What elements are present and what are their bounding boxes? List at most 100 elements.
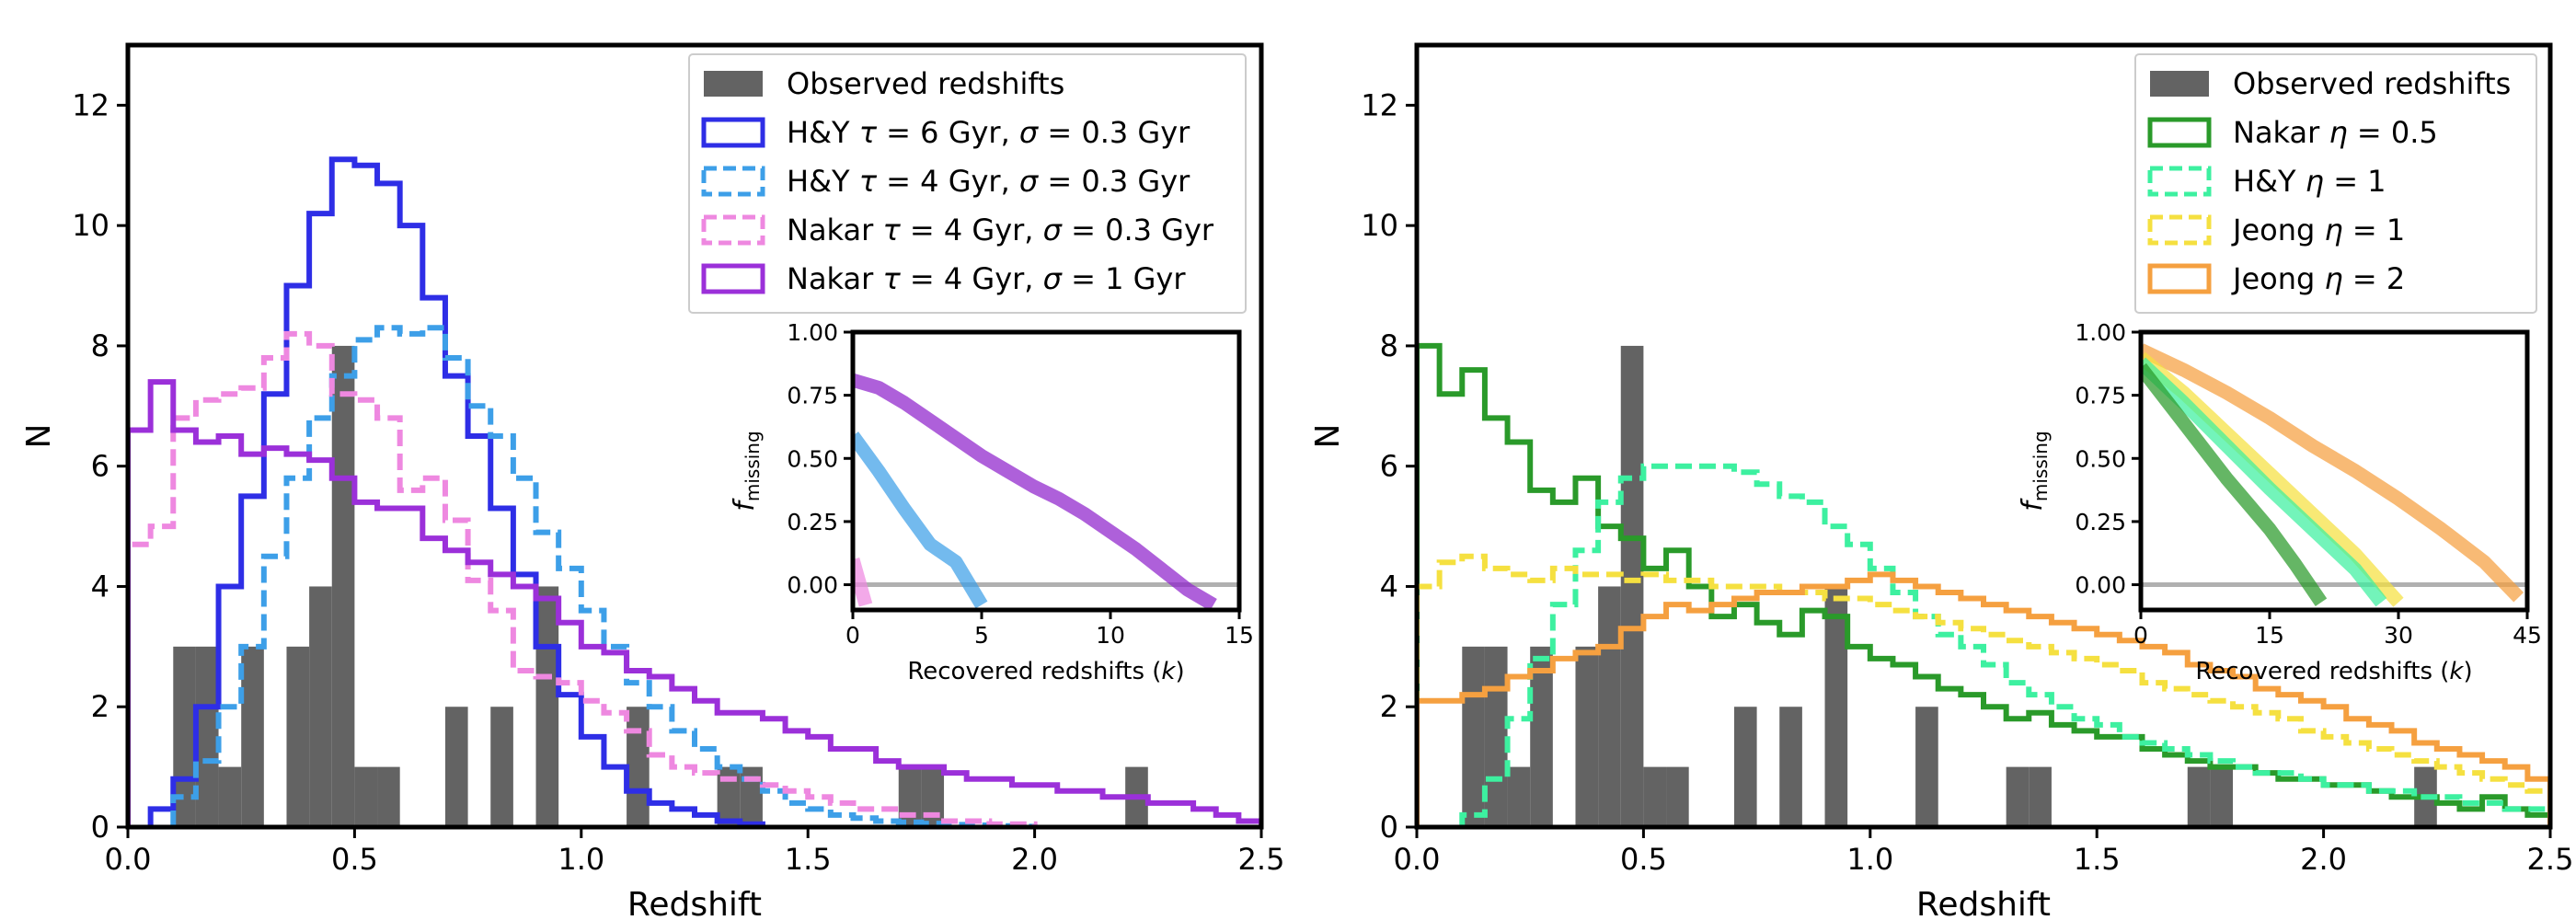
legend-swatch-series-1 — [2147, 117, 2212, 148]
x-tick-label: 2.5 — [1238, 842, 1285, 877]
observed-bar — [1462, 646, 1485, 827]
inset-x-tick-label: 45 — [2513, 622, 2542, 649]
y-tick-label: 6 — [91, 449, 109, 484]
legend-swatch-series-4 — [2147, 263, 2212, 294]
series-line-3 — [1417, 553, 2550, 827]
legend-label-series-1: Nakar η = 0.5 — [2233, 115, 2438, 150]
observed-bar — [1824, 586, 1848, 827]
legend-swatch-observed — [2150, 71, 2209, 97]
chart-panel-left: 0.0 0.5 1.0 1.5 2.0 2.5 0 2 4 6 8 10 12 Redshift N O… — [20, 42, 1285, 920]
legend-label-series-3: Nakar τ = 4 Gyr, σ = 0.3 Gyr — [787, 213, 1214, 247]
inset-plot: 0 15 30 45 0.00 0.25 0.50 0.75 1.00 Recovered re… — [2017, 319, 2542, 685]
observed-bar — [740, 766, 763, 827]
observed-bar — [535, 586, 559, 827]
observed-bar — [218, 766, 242, 827]
x-axis-label: Redshift — [1916, 886, 2051, 920]
legend-label-observed: Observed redshifts — [787, 66, 1064, 101]
series-line-1 — [147, 156, 765, 827]
x-tick-label: 2.0 — [2300, 842, 2347, 877]
inset-x-tick-label: 0 — [2133, 622, 2148, 649]
series-line-2 — [170, 325, 1038, 827]
inset-curve-2 — [853, 431, 988, 609]
inset-curve-3 — [2141, 357, 2387, 607]
inset-y-tick-label: 0.50 — [2075, 445, 2126, 472]
observed-bar — [241, 646, 264, 827]
legend-label-observed: Observed redshifts — [2233, 66, 2511, 101]
y-axis-label: N — [1309, 424, 1347, 449]
legend-swatch-series-2 — [701, 166, 765, 197]
observed-bar — [2006, 766, 2030, 827]
observed-bar — [898, 766, 922, 827]
y-tick-label: 0 — [1380, 810, 1398, 845]
legend: Observed redshifts Nakar η = 0.5 H&Y η =… — [2134, 53, 2537, 314]
observed-bar — [627, 707, 650, 827]
observed-bar — [2187, 766, 2211, 827]
observed-bar — [309, 586, 332, 827]
inset-x-tick-label: 5 — [974, 622, 989, 649]
inset-y-tick-label: 0.75 — [2075, 383, 2126, 409]
observed-bar — [1530, 646, 1553, 827]
inset-y-tick-label: 0.50 — [787, 445, 838, 472]
x-tick-label: 1.0 — [1846, 842, 1893, 877]
chart-panel-right: 0.0 0.5 1.0 1.5 2.0 2.5 0 2 4 6 8 10 12 Redshift N O… — [1309, 42, 2574, 920]
x-tick-label: 1.5 — [785, 842, 832, 877]
inset-curve-2 — [2141, 351, 2404, 607]
observed-bar — [1598, 586, 1621, 827]
inset-x-tick-label: 30 — [2384, 622, 2413, 649]
observed-bar — [195, 646, 219, 827]
inset-x-tick-label: 15 — [2255, 622, 2284, 649]
legend-swatch-series-1 — [701, 117, 765, 148]
legend-swatch-observed — [704, 71, 763, 97]
observed-bar — [331, 345, 355, 827]
inset-curve-4 — [2141, 362, 2328, 606]
inset-y-tick-label: 0.25 — [2075, 509, 2126, 535]
inset-frame — [850, 329, 1242, 613]
inset-curve-1 — [2141, 343, 2524, 603]
observed-bar — [921, 766, 945, 827]
legend-swatch-series-3 — [2147, 214, 2212, 246]
legend-swatch-series-4 — [701, 263, 765, 294]
inset-y-tick-label: 0.00 — [787, 572, 838, 599]
inset-x-axis-label: Recovered redshifts (k) — [2195, 658, 2472, 685]
observed-bar — [173, 646, 196, 827]
observed-bar — [1507, 766, 1531, 827]
legend-swatch-series-2 — [2147, 166, 2212, 197]
inset-y-tick-label: 0.75 — [787, 383, 838, 409]
series-line-3 — [128, 330, 1038, 827]
x-tick-label: 2.0 — [1011, 842, 1058, 877]
observed-bar — [377, 766, 400, 827]
inset-y-tick-label: 0.25 — [787, 509, 838, 535]
x-tick-label: 1.5 — [2074, 842, 2121, 877]
y-tick-label: 10 — [1361, 208, 1398, 243]
inset-curve-1 — [853, 373, 1217, 610]
observed-bar — [490, 707, 513, 827]
inset-y-tick-label: 0.00 — [2075, 572, 2126, 599]
inset-x-tick-label: 10 — [1096, 622, 1125, 649]
y-tick-label: 12 — [1361, 87, 1398, 122]
inset-y-tick-label: 1.00 — [787, 319, 838, 346]
y-tick-label: 2 — [1380, 689, 1398, 724]
observed-bar — [2210, 766, 2234, 827]
legend-swatch-series-3 — [701, 214, 765, 246]
observed-bar — [1575, 646, 1599, 827]
observed-bar — [717, 766, 741, 827]
series-line-2 — [1459, 463, 2550, 827]
observed-bar — [2029, 766, 2052, 827]
inset-plot: 0 5 10 15 0.00 0.25 0.50 0.75 1.00 Recovered red… — [729, 319, 1254, 685]
x-tick-label: 2.5 — [2527, 842, 2574, 877]
y-tick-label: 10 — [72, 208, 109, 243]
legend: Observed redshifts H&Y τ = 6 Gyr, σ = 0.… — [688, 53, 1247, 314]
inset-x-tick-label: 15 — [1225, 622, 1254, 649]
legend-box — [688, 53, 1247, 314]
inset-x-tick-label: 0 — [845, 622, 860, 649]
legend-label-series-2: H&Y τ = 4 Gyr, σ = 0.3 Gyr — [787, 164, 1190, 199]
y-tick-label: 12 — [72, 87, 109, 122]
y-tick-label: 8 — [1380, 328, 1398, 363]
inset-y-axis-label: fmissing — [2017, 431, 2052, 511]
x-tick-label: 0.0 — [105, 842, 152, 877]
legend-label-series-3: Jeong η = 1 — [2231, 213, 2405, 247]
observed-bar — [1733, 707, 1757, 827]
legend-label-series-1: H&Y τ = 6 Gyr, σ = 0.3 Gyr — [787, 115, 1190, 150]
observed-bar — [1779, 707, 1802, 827]
